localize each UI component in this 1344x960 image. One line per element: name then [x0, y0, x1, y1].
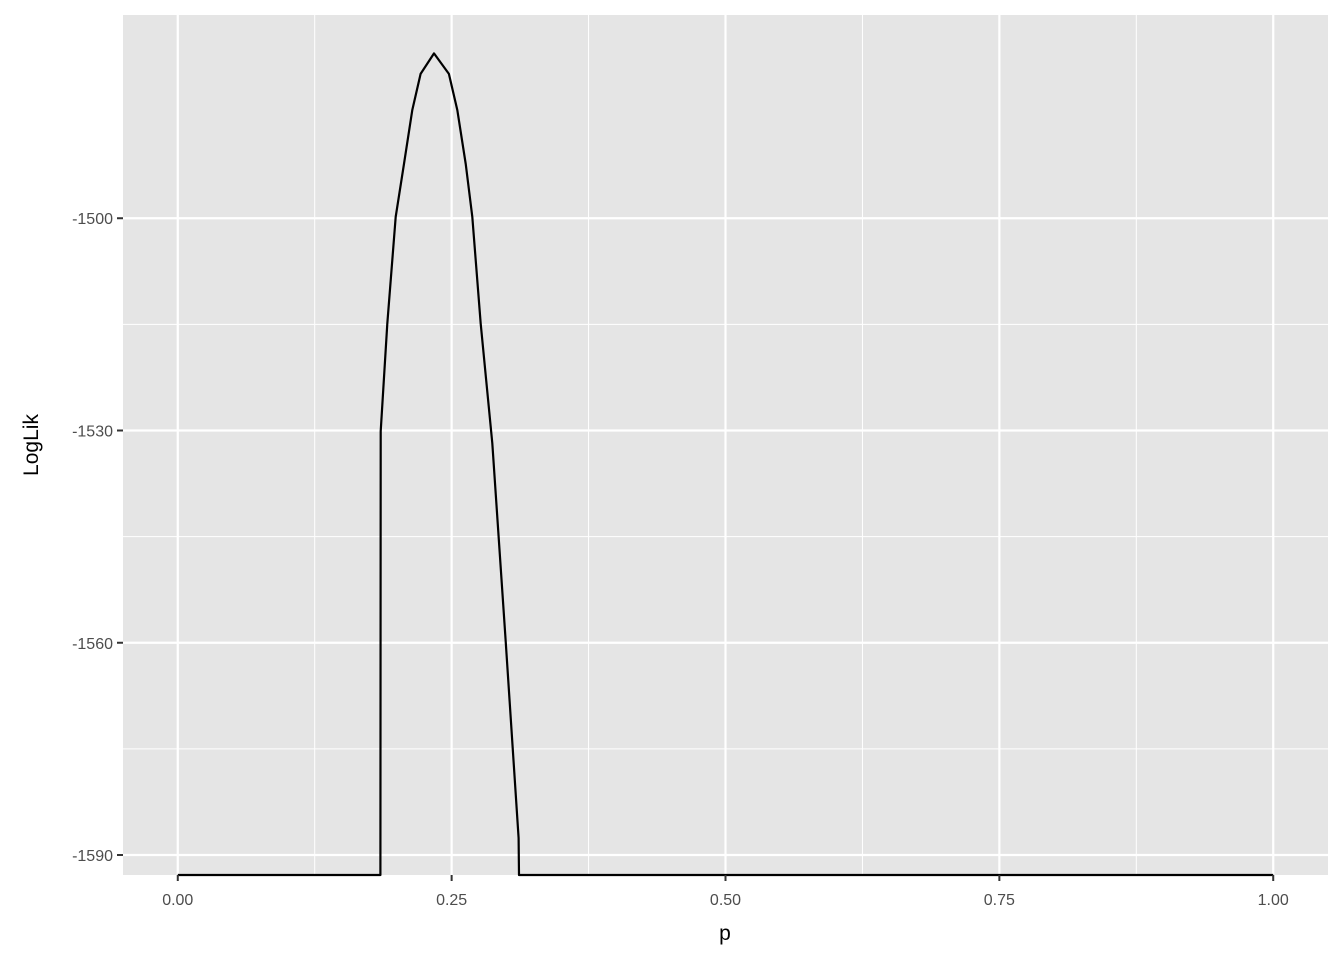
x-tick-label: 1.00: [1258, 892, 1289, 909]
x-tick-label: 0.75: [984, 892, 1015, 909]
loglik-line: [177, 52, 1274, 877]
axes: 0.00 0.25 0.50 0.75 1.00 -1500 -1530 -1560 -1590: [72, 211, 1289, 909]
y-axis-title: LogLik: [20, 414, 43, 476]
y-tick-label: -1560: [72, 636, 113, 653]
gridlines: [123, 15, 1328, 875]
y-tick-label: -1590: [72, 848, 113, 865]
x-tick-label: 0.50: [710, 892, 741, 909]
y-tick-label: -1500: [72, 211, 113, 228]
x-axis-title: p: [719, 922, 731, 945]
data-series: [177, 52, 1274, 877]
y-tick-label: -1530: [72, 423, 113, 440]
x-tick-label: 0.25: [436, 892, 467, 909]
x-tick-label: 0.00: [162, 892, 193, 909]
